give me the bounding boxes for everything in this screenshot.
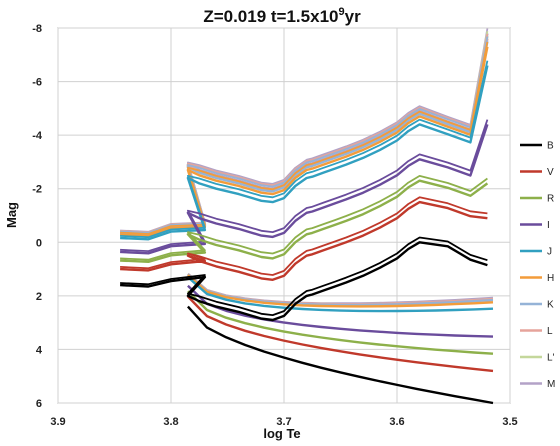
series-H [120, 41, 494, 308]
y-tick-label: 2 [36, 291, 42, 303]
y-tick-label: -6 [32, 77, 42, 89]
series-tail [187, 305, 494, 405]
x-tick-label: 3.9 [50, 416, 65, 428]
y-axis-title: Mag [4, 202, 19, 228]
y-tick-label: 6 [36, 398, 42, 410]
x-tick-label: 3.8 [163, 416, 178, 428]
y-tick-label: -8 [32, 23, 42, 35]
legend-label: H [547, 273, 554, 284]
series-track-return [120, 175, 488, 261]
series-track-return [120, 41, 489, 235]
y-tick-label: 0 [36, 237, 42, 249]
legend-label: V [547, 167, 554, 178]
series-tail [187, 274, 494, 308]
series-track [120, 241, 488, 322]
series-tail [187, 284, 494, 338]
chart-title: Z=0.019 t=1.5x109yr [203, 6, 361, 26]
series-track-return [120, 28, 489, 233]
series-J [120, 60, 494, 313]
y-tick-label: 4 [36, 344, 43, 356]
series-I [120, 119, 494, 338]
legend-label: L [547, 326, 553, 337]
legend-label: J [547, 247, 552, 258]
chart-title-main: Z=0.019 t=1.5x10 [203, 7, 338, 26]
series-track-return [120, 236, 488, 316]
x-axis-title: log Te [263, 426, 300, 441]
series-tail [187, 290, 494, 355]
chart-title-exponent: 9 [338, 6, 344, 18]
series-R [120, 175, 494, 355]
x-tick-label: 3.7 [276, 416, 291, 428]
series-track [120, 46, 489, 238]
series-track-return [120, 36, 489, 234]
series-track [120, 200, 488, 281]
legend-label: L' [547, 353, 555, 364]
series-V [120, 196, 494, 373]
series-track-return [120, 196, 488, 276]
series-track-return [120, 33, 489, 234]
x-tick-label: 3.6 [389, 416, 404, 428]
legend-label: B [547, 141, 554, 152]
series-track-return [120, 60, 489, 239]
tick-labels: 3.9 3.8 3.7 3.6 3.5 -8 -6 -4 -2 0 2 4 6 [32, 23, 517, 428]
series-tail [187, 295, 494, 373]
y-tick-label: -2 [32, 184, 42, 196]
x-tick-label: 3.5 [502, 416, 517, 428]
legend-label: I [547, 220, 550, 231]
chart-title-suffix: yr [345, 7, 361, 26]
legend: B V R I J H K L L' M [520, 141, 555, 390]
series-B [120, 236, 494, 405]
y-tick-label: -4 [32, 130, 43, 142]
legend-label: R [547, 194, 554, 205]
legend-label: K [547, 300, 554, 311]
series-lines [120, 28, 494, 405]
series-tail [187, 276, 494, 313]
series-track-return [120, 119, 489, 252]
legend-label: M [547, 379, 555, 390]
